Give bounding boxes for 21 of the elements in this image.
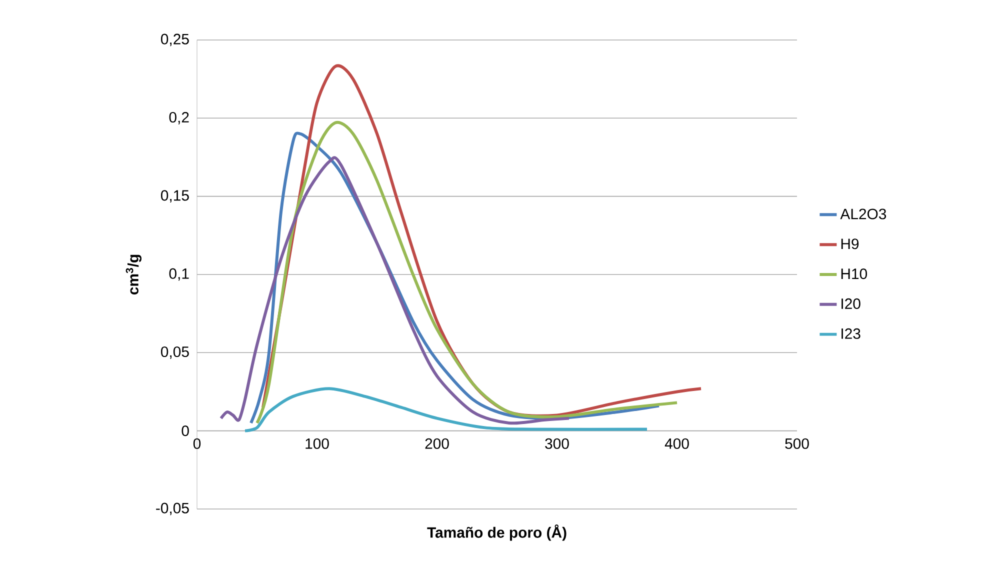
y-tick-label: -0,05 — [156, 502, 189, 516]
y-axis-title: cm$^{3}$/g — [126, 254, 142, 295]
x-tick-label: 0 — [193, 438, 201, 449]
y-tick-label: 0,1 — [169, 268, 189, 281]
legend-label: AL2O3 — [840, 208, 886, 220]
x-tick-label: 100 — [306, 438, 329, 449]
legend-label: I23 — [842, 328, 860, 339]
line-series — [244, 387, 649, 432]
x-axis-title: Tamaño de poro (Å) — [427, 524, 566, 541]
y-tick-label: 0,15 — [160, 190, 189, 202]
y-tick-label: 0,2 — [169, 112, 189, 124]
y-tick-label: 0,25 — [160, 34, 189, 46]
legend-label: I20 — [842, 298, 860, 310]
x-tick-label: 400 — [664, 438, 689, 449]
y-tick-label: 0 — [182, 426, 189, 436]
legend-label: H9 — [841, 238, 859, 250]
y-tick-label: 0,05 — [160, 346, 189, 359]
x-tick-label: 200 — [425, 438, 449, 449]
x-tick-label: 500 — [785, 438, 809, 449]
x-tick-label: 300 — [545, 438, 569, 449]
legend-label: H10 — [841, 268, 868, 280]
